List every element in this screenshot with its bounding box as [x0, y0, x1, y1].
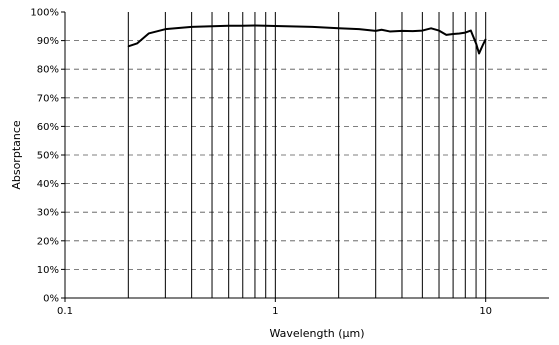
y-tick-label: 70%	[37, 93, 59, 104]
data-point	[148, 32, 150, 35]
y-axis-title: Absorptance	[10, 120, 23, 190]
data-point	[211, 25, 213, 27]
data-point	[136, 42, 138, 45]
data-point	[475, 42, 477, 45]
y-tick-label: 20%	[37, 236, 59, 247]
data-point	[311, 26, 313, 28]
data-point	[470, 29, 472, 32]
data-point	[274, 25, 276, 27]
series-line	[128, 24, 487, 55]
data-point	[464, 31, 466, 34]
x-tick-label: 0.1	[57, 306, 73, 317]
axes	[61, 11, 549, 302]
data-point	[401, 30, 403, 32]
y-tick-labels: 0% 10% 20% 30% 40% 50% 60% 70% 80% 90% 100%	[30, 8, 59, 305]
data-point	[380, 29, 383, 31]
data-point	[485, 38, 487, 40]
y-tick-label: 80%	[37, 65, 59, 76]
data-point	[228, 25, 230, 27]
y-tick-label: 10%	[37, 265, 59, 276]
y-tick-label: 50%	[37, 151, 59, 162]
y-tick-label: 90%	[37, 36, 59, 47]
x-axis-title: Wavelength (µm)	[269, 327, 364, 340]
data-point	[482, 44, 484, 46]
data-point	[458, 32, 461, 35]
x-tick-label: 1	[272, 306, 278, 317]
data-point	[452, 33, 454, 35]
data-point	[445, 34, 447, 36]
data-point	[254, 24, 256, 27]
x-tick-label: 10	[479, 306, 492, 317]
y-tick-label: 60%	[37, 122, 59, 133]
data-point	[421, 29, 423, 32]
y-tick-label: 30%	[37, 208, 59, 219]
data-point	[412, 30, 414, 32]
x-gridlines	[127, 12, 487, 298]
y-tick-label: 40%	[37, 179, 59, 190]
data-point	[164, 28, 166, 30]
data-point	[358, 28, 360, 30]
data-point	[375, 30, 377, 32]
data-point	[478, 52, 480, 55]
y-tick-label: 100%	[30, 8, 59, 19]
y-tick-label: 0%	[43, 294, 59, 305]
x-tick-labels: 0.1 1 10	[57, 306, 492, 317]
data-point	[191, 26, 193, 28]
data-point	[438, 29, 440, 32]
data-point	[265, 25, 267, 27]
data-point	[338, 27, 340, 29]
series-group	[127, 24, 487, 55]
data-point	[127, 45, 129, 47]
data-point	[242, 25, 244, 27]
data-point	[389, 30, 391, 33]
data-point	[430, 27, 432, 29]
